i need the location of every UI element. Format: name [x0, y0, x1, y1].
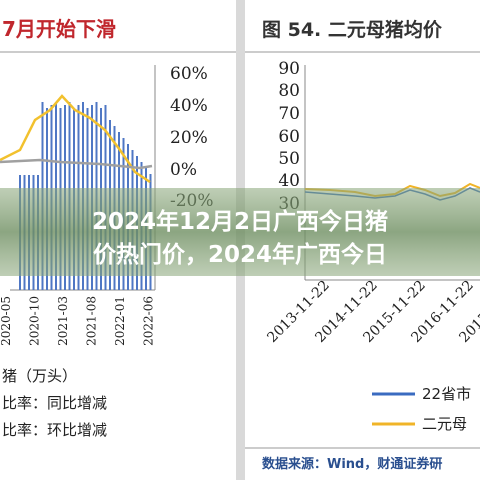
- legend-item: 22省市: [422, 385, 471, 403]
- legend-item: 比率：同比增减: [2, 394, 107, 412]
- legend-item: 猪（万头）: [2, 367, 77, 385]
- y-tick-label: 40: [278, 171, 300, 191]
- y-tick-label: 90: [278, 59, 300, 79]
- x-tick-label: 2022-01: [113, 296, 127, 346]
- line-yoy: [0, 94, 151, 184]
- overlay-line: 价热门价，2024年广西今日: [93, 241, 387, 268]
- x-tick-label: 2021-08: [85, 296, 99, 346]
- overlay-line: 2024年12月2日广西今日猪: [92, 208, 388, 235]
- line-mom: [0, 158, 153, 170]
- source: 数据来源：Wind，财通证券研: [262, 456, 442, 472]
- left-title: 7月开始下滑: [2, 17, 116, 41]
- y-tick-label: 0%: [170, 160, 197, 180]
- y-tick-label: 60: [278, 127, 300, 147]
- x-tick-label: 2020-05: [0, 296, 13, 346]
- right-title: 图 54. 二元母猪均价: [262, 18, 443, 41]
- overlay-band: [0, 188, 480, 276]
- y-tick-label: 50: [278, 149, 300, 169]
- legend-item: 比率：环比增减: [2, 421, 107, 439]
- y-tick-label: 40%: [170, 96, 208, 116]
- y-tick-label: 60%: [170, 64, 208, 84]
- y-tick-label: 70: [278, 104, 300, 124]
- left-header: [0, 0, 236, 50]
- y-tick-label: 20%: [170, 128, 208, 148]
- x-tick-label: 2022-06: [142, 296, 156, 346]
- y-tick-label: 80: [278, 81, 300, 101]
- x-tick-label: 2020-10: [28, 296, 42, 346]
- x-tick-label: 2021-03: [56, 296, 70, 346]
- legend-item: 二元母: [422, 415, 467, 433]
